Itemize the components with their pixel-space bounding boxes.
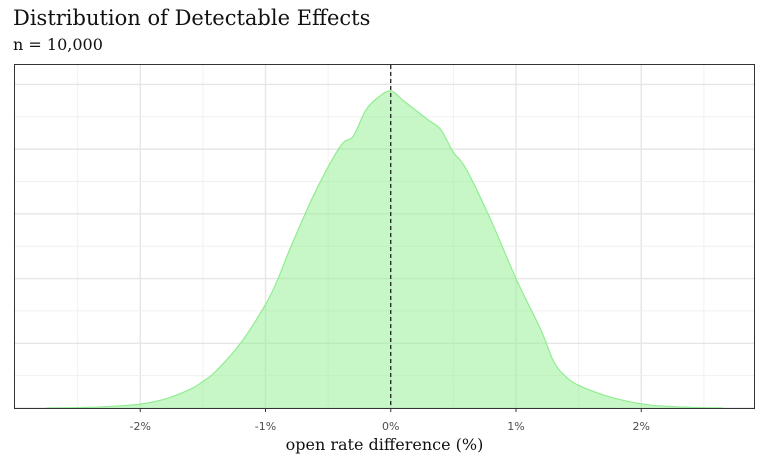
chart-title: Distribution of Detectable Effects xyxy=(13,6,371,30)
x-axis-title: open rate difference (%) xyxy=(285,435,484,454)
x-axis: -2% -1% 0% 1% 2% xyxy=(130,408,650,433)
x-tick-label: 0% xyxy=(382,420,399,433)
density-area xyxy=(46,90,723,408)
x-tick-label: 1% xyxy=(507,420,524,433)
x-tick-label: -1% xyxy=(255,420,276,433)
density-line xyxy=(46,90,723,409)
plot-panel-border xyxy=(14,64,755,409)
chart-subtitle: n = 10,000 xyxy=(13,35,103,54)
x-tick-label: 2% xyxy=(633,420,650,433)
x-tick-label: -2% xyxy=(130,420,151,433)
area-layer xyxy=(46,90,723,409)
